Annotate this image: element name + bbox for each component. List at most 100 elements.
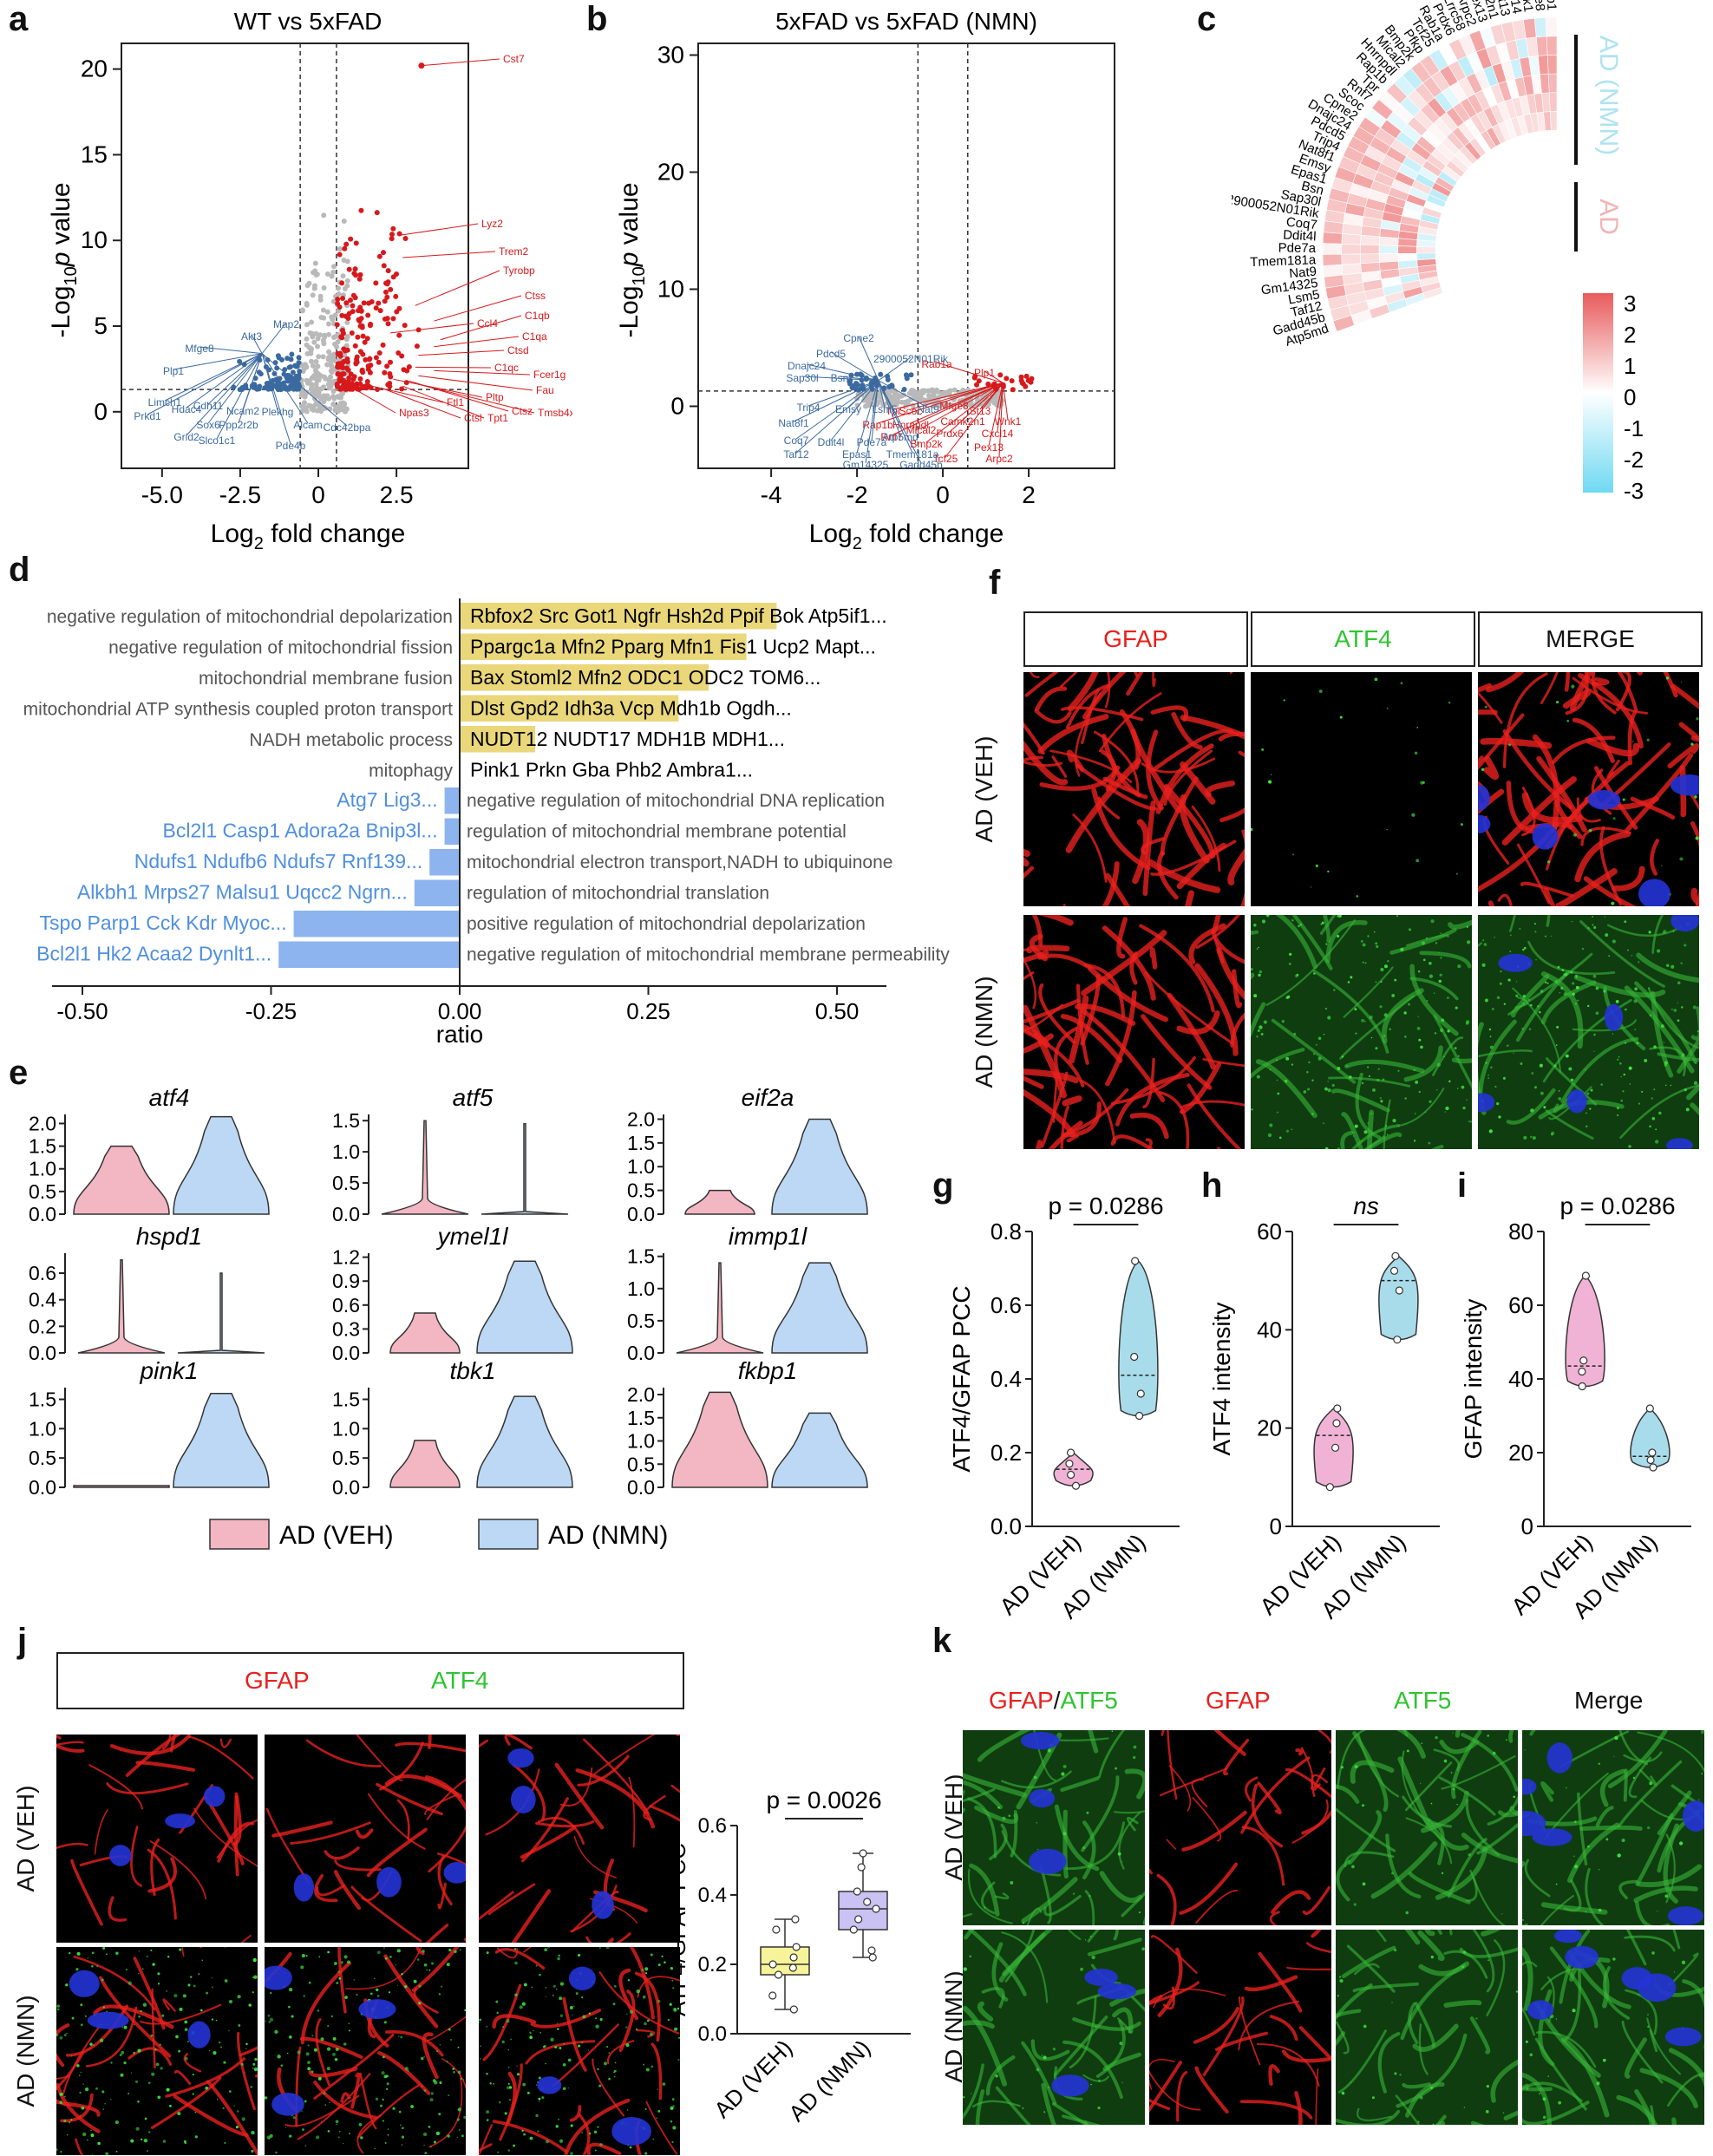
signal-speck — [1466, 1099, 1468, 1101]
nucleus — [1498, 953, 1533, 972]
cell-process — [62, 2022, 102, 2095]
cell-process — [1134, 672, 1139, 677]
cell-process — [1141, 1014, 1213, 1090]
nucleus — [109, 1845, 132, 1866]
cell-process — [1069, 1996, 1097, 2069]
signal-speck — [121, 2050, 125, 2055]
signal-speck — [1291, 1128, 1292, 1131]
cell-process — [1443, 1950, 1488, 1979]
signal-speck — [84, 2015, 87, 2017]
go-up-genes: Rbfox2 Src Got1 Ngfr Hsh2d Ppif Bok Atp5… — [470, 604, 887, 627]
cell-process — [299, 2036, 363, 2060]
up-point — [382, 298, 388, 304]
ns-point — [302, 400, 308, 406]
signal-speck — [307, 2067, 311, 2071]
cell-process — [1194, 963, 1239, 1056]
j-point — [868, 1953, 877, 1962]
ns-point — [299, 308, 305, 314]
signal-speck — [1080, 1967, 1084, 1971]
signal-speck — [1396, 915, 1399, 918]
signal-speck — [557, 2028, 559, 2030]
up-point — [357, 376, 363, 382]
signal-speck — [673, 2007, 677, 2011]
signal-speck — [1426, 999, 1429, 1002]
cell-process — [1623, 1768, 1628, 1802]
up-point — [339, 312, 345, 318]
colorbar-tick-label: 0 — [1624, 384, 1636, 410]
signal-speck — [1022, 1922, 1025, 1924]
signal-speck — [76, 1951, 81, 1956]
cell-process — [1023, 755, 1043, 762]
ns-point — [332, 312, 338, 318]
go-down-bar — [414, 879, 460, 906]
cell-process — [479, 1891, 514, 1921]
ns-point — [313, 359, 319, 365]
heatmap-cell — [1416, 239, 1436, 248]
cell-process — [1157, 1947, 1183, 2017]
signal-speck — [513, 1948, 517, 1950]
signal-speck — [1418, 1090, 1421, 1094]
cell-process — [1630, 796, 1675, 820]
up-point — [369, 299, 375, 305]
cell-process — [645, 2100, 678, 2155]
signal-speck — [1558, 1090, 1560, 1092]
signal-speck — [1002, 1816, 1006, 1820]
go-down-bar — [278, 941, 460, 968]
signal-speck — [1496, 1101, 1500, 1106]
cell-process — [1240, 1756, 1311, 1834]
cell-process — [359, 2072, 377, 2130]
signal-speck — [1530, 1003, 1533, 1007]
signal-speck — [404, 2067, 409, 2071]
signal-speck — [1318, 689, 1323, 693]
signal-speck — [224, 1979, 228, 1983]
violin-y-tick-label: 0.4 — [29, 1289, 56, 1311]
signal-speck — [1673, 1971, 1676, 1973]
signal-speck — [1363, 2024, 1367, 2029]
signal-speck — [59, 2100, 63, 2105]
down-point — [278, 356, 284, 363]
signal-speck — [187, 1983, 191, 1987]
cell-process — [479, 2124, 494, 2155]
signal-speck — [384, 2141, 387, 2144]
cell-process — [1451, 1057, 1472, 1064]
signal-speck — [1327, 870, 1330, 873]
f-tile-r1-c1-image — [1023, 672, 1245, 906]
signal-speck — [1658, 1111, 1662, 1115]
signal-speck — [155, 2062, 160, 2067]
signal-speck — [1488, 1028, 1492, 1031]
signal-speck — [508, 2086, 513, 2089]
signal-speck — [1379, 1097, 1382, 1100]
quant-ylabel: ATF4/GFAP PCC — [948, 1285, 975, 1472]
cell-process — [670, 1784, 680, 1793]
signal-speck — [446, 2061, 448, 2063]
cell-process — [1377, 2031, 1401, 2094]
cell-process — [1481, 1930, 1501, 1937]
go-up-term: mitochondrial membrane fusion — [199, 669, 453, 689]
signal-speck — [1405, 1911, 1409, 1915]
signal-speck — [1364, 962, 1367, 964]
signal-speck — [66, 2032, 68, 2035]
down-point — [231, 384, 237, 390]
cell-process — [1023, 866, 1035, 879]
signal-speck — [641, 1969, 644, 1971]
j-point — [791, 1915, 800, 1924]
down-gene-label: 2900052N01Rik — [873, 353, 949, 365]
cell-process — [1187, 1083, 1242, 1149]
signal-speck — [252, 2068, 254, 2069]
up-gene-label: C1qb — [525, 310, 550, 322]
cell-process — [1083, 963, 1126, 1019]
quant-y-tick-label: 20 — [1508, 1440, 1533, 1466]
signal-speck — [387, 2133, 389, 2136]
up-point — [384, 294, 390, 300]
signal-speck — [1296, 973, 1299, 977]
cell-process — [106, 1782, 189, 1795]
signal-speck — [587, 2049, 590, 2051]
signal-speck — [340, 1961, 343, 1964]
signal-speck — [1489, 1036, 1492, 1038]
cell-process — [1245, 1776, 1259, 1802]
signal-speck — [535, 2084, 538, 2086]
signal-speck — [1386, 828, 1388, 831]
signal-speck — [190, 1976, 193, 1978]
signal-speck — [253, 2067, 258, 2072]
cell-process — [1328, 1076, 1411, 1088]
